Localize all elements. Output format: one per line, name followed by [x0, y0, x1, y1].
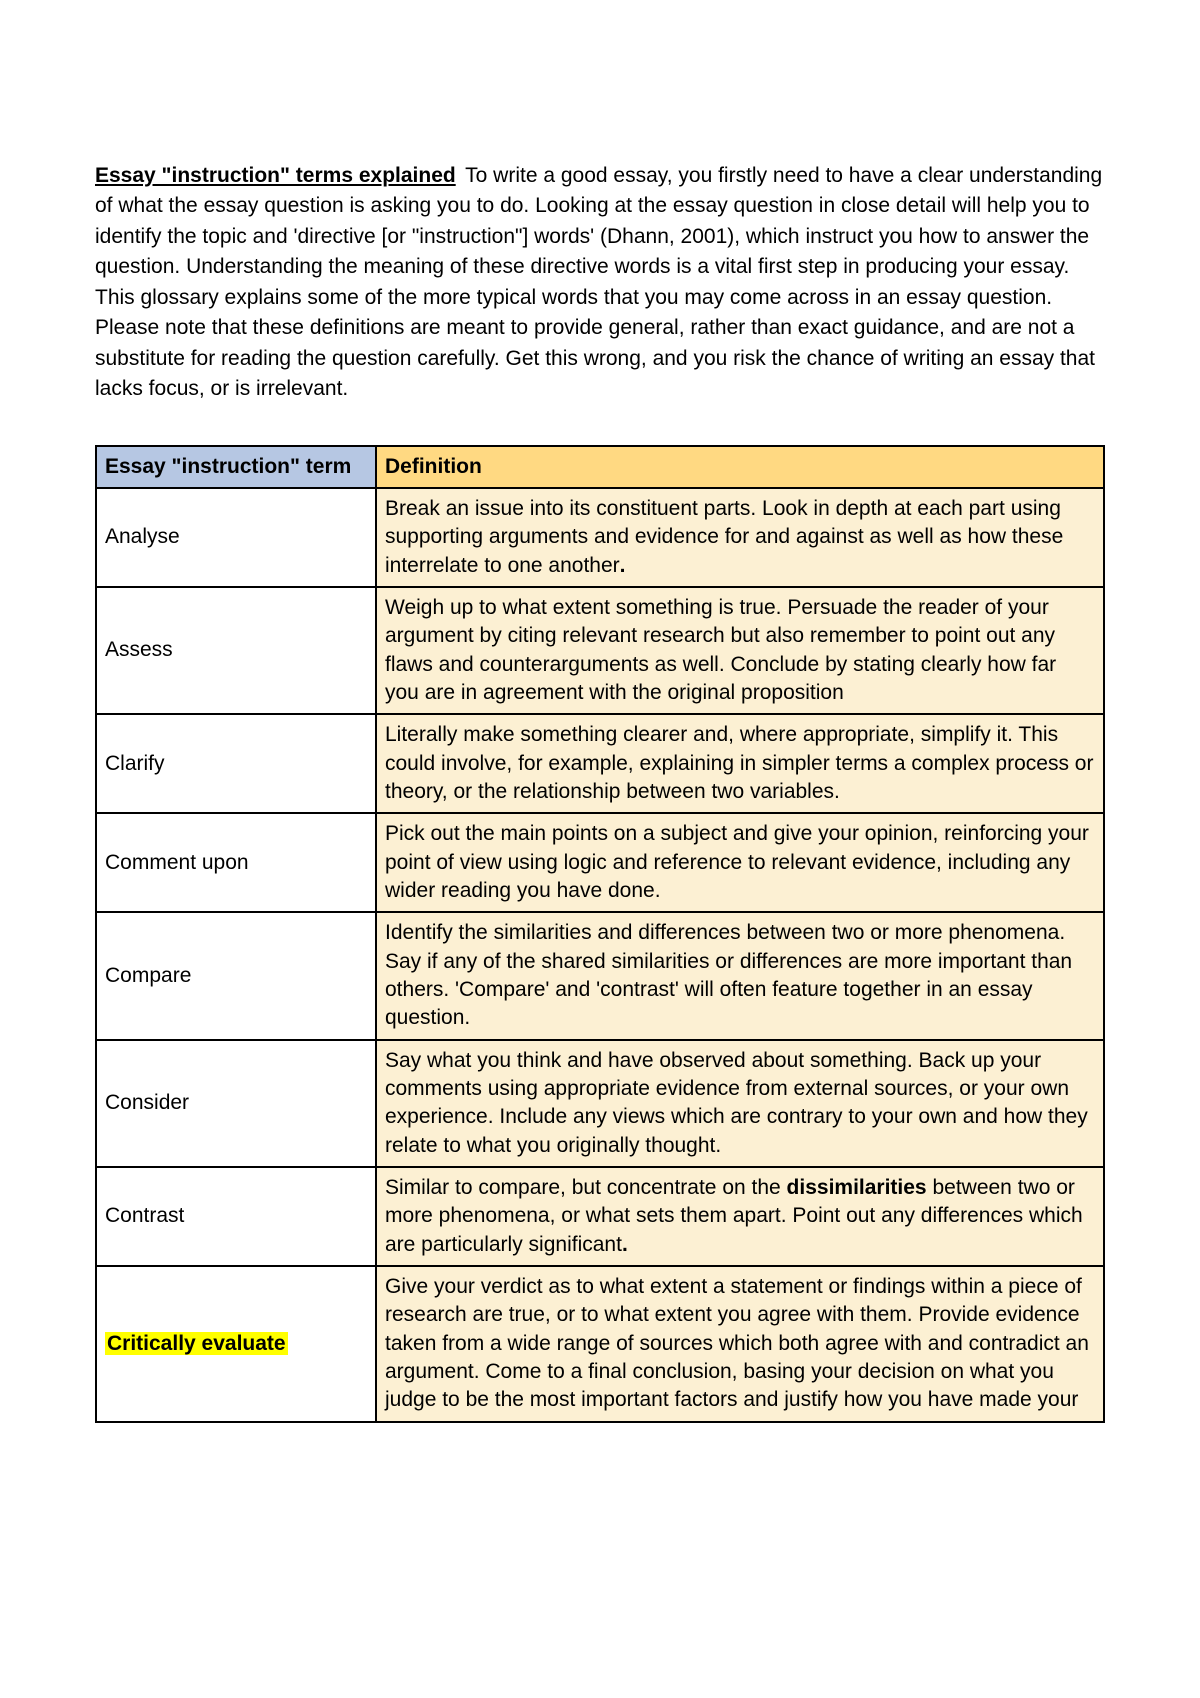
term-cell: Contrast	[96, 1167, 376, 1266]
term-cell: Consider	[96, 1040, 376, 1167]
definition-cell: Break an issue into its constituent part…	[376, 488, 1104, 587]
table-row: Contrast Similar to compare, but concentr…	[96, 1167, 1104, 1266]
term-label: Assess	[105, 638, 173, 661]
document-page: Essay "instruction" terms explained To w…	[0, 0, 1200, 1698]
definition-cell: Say what you think and have observed abo…	[376, 1040, 1104, 1167]
table-row: Clarify Literally make something clearer …	[96, 714, 1104, 813]
term-label-highlighted: Critically evaluate	[105, 1332, 288, 1355]
terms-table: Essay "instruction" term Definition Anal…	[95, 445, 1105, 1423]
definition-cell: Pick out the main points on a subject an…	[376, 813, 1104, 912]
table-row: Comment upon Pick out the main points on …	[96, 813, 1104, 912]
definition-cell: Weigh up to what extent something is tru…	[376, 587, 1104, 714]
definition-cell: Identify the similarities and difference…	[376, 912, 1104, 1039]
table-row: Assess Weigh up to what extent something …	[96, 587, 1104, 714]
term-cell: Analyse	[96, 488, 376, 587]
intro-body: To write a good essay, you firstly need …	[95, 164, 1102, 400]
table-row: Compare Identify the similarities and dif…	[96, 912, 1104, 1039]
term-label: Contrast	[105, 1204, 184, 1227]
term-label: Analyse	[105, 525, 180, 548]
table-row: Analyse Break an issue into its constitue…	[96, 488, 1104, 587]
definition-cell: Literally make something clearer and, wh…	[376, 714, 1104, 813]
definition-cell: Give your verdict as to what extent a st…	[376, 1266, 1104, 1422]
col-header-definition: Definition	[376, 446, 1104, 488]
definition-cell: Similar to compare, but concentrate on t…	[376, 1167, 1104, 1266]
term-cell: Comment upon	[96, 813, 376, 912]
term-cell: Compare	[96, 912, 376, 1039]
term-label: Compare	[105, 964, 191, 987]
intro-paragraph: Essay "instruction" terms explained To w…	[95, 161, 1105, 405]
term-label: Clarify	[105, 752, 165, 775]
term-cell: Assess	[96, 587, 376, 714]
table-row: Consider Say what you think and have obse…	[96, 1040, 1104, 1167]
col-header-term: Essay "instruction" term	[96, 446, 376, 488]
term-cell: Critically evaluate	[96, 1266, 376, 1422]
table-row: Critically evaluate Give your verdict as …	[96, 1266, 1104, 1422]
intro-title: Essay "instruction" terms explained	[95, 164, 456, 187]
table-header-row: Essay "instruction" term Definition	[96, 446, 1104, 488]
term-label: Consider	[105, 1091, 189, 1114]
term-label: Comment upon	[105, 851, 249, 874]
term-cell: Clarify	[96, 714, 376, 813]
